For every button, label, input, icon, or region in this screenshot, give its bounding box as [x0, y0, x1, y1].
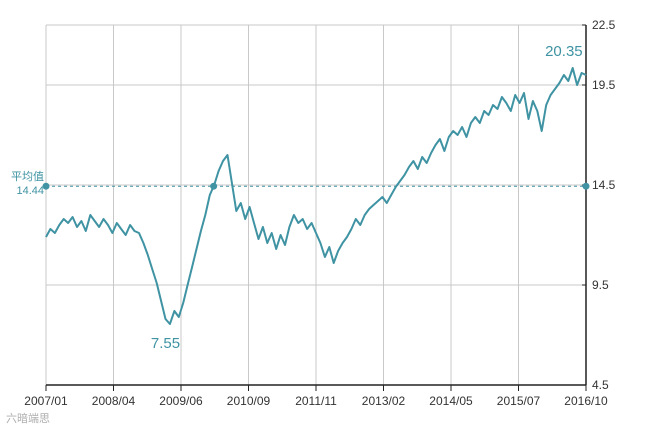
x-tick-label: 2010/09 — [227, 394, 271, 408]
mean-line-group: 平均值 14.44 — [11, 170, 590, 197]
y-tick-label: 14.5 — [592, 178, 616, 192]
series-group — [45, 67, 587, 325]
series-line — [45, 67, 587, 325]
x-tick-label: 2011/11 — [295, 394, 337, 408]
annotations: 7.55 20.35 — [151, 43, 583, 352]
mean-crossing-marker — [210, 182, 218, 190]
mean-label: 平均值 — [11, 170, 44, 183]
y-tick-label: 4.5 — [592, 378, 609, 392]
x-tick-label: 2014/05 — [429, 394, 473, 408]
mean-marker-left — [42, 182, 50, 190]
grid — [46, 24, 586, 386]
y-tick-label: 22.5 — [592, 18, 616, 32]
x-tick-label: 2009/06 — [159, 394, 203, 408]
x-tick-labels: 2007/01 2008/04 2009/06 2010/09 2011/11 2013/… — [24, 394, 608, 408]
y-tick-label: 19.5 — [592, 78, 616, 92]
mean-marker-right — [582, 182, 590, 190]
watermark: 六暗端思 — [6, 413, 50, 425]
mean-value-label: 14.44 — [16, 185, 44, 197]
y-tick-labels: 4.5 9.5 14.5 19.5 22.5 — [592, 18, 616, 392]
x-tick-label: 2008/04 — [92, 394, 136, 408]
x-tick-label: 2016/10 — [564, 394, 608, 408]
annotation-label: 20.35 — [545, 43, 583, 60]
axes — [45, 24, 587, 391]
annotation-label: 7.55 — [151, 335, 180, 352]
x-tick-label: 2007/01 — [24, 394, 68, 408]
x-tick-label: 2013/02 — [362, 394, 406, 408]
x-tick-label: 2015/07 — [497, 394, 541, 408]
y-tick-label: 9.5 — [592, 278, 609, 292]
